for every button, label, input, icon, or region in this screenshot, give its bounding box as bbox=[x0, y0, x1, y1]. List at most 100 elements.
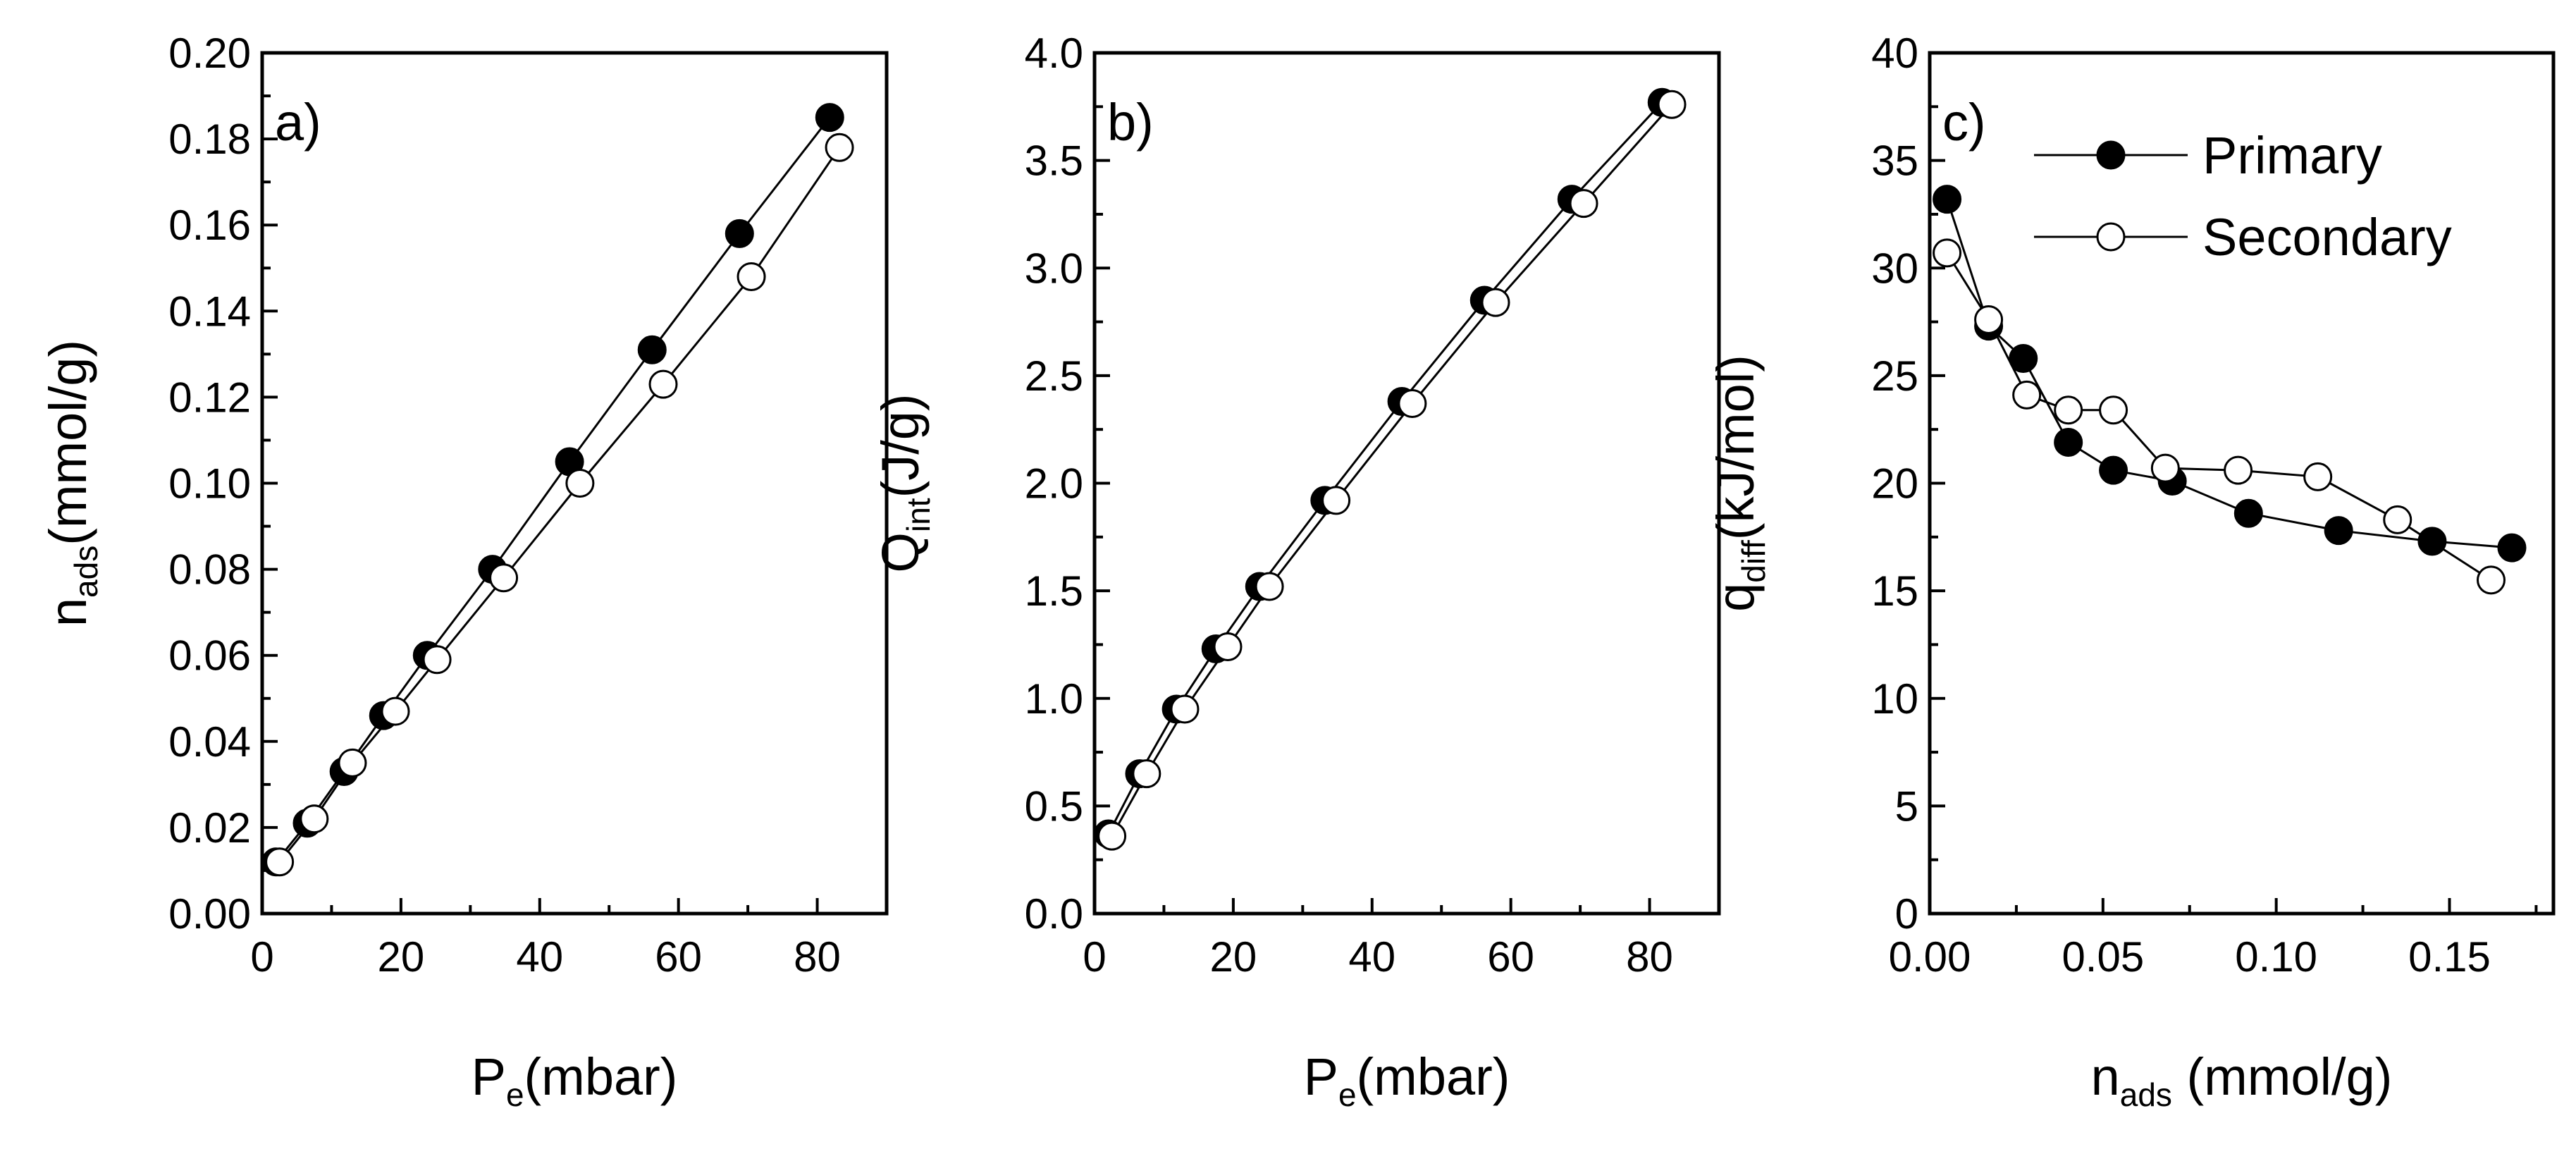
y-tick-label: 0.02 bbox=[168, 804, 251, 852]
series-line bbox=[1946, 199, 2513, 549]
data-point bbox=[2099, 455, 2128, 485]
y-tick-label: 20 bbox=[1871, 460, 1918, 508]
x-tick-label: 0 bbox=[1083, 933, 1106, 981]
panel-tag: a) bbox=[275, 93, 321, 152]
panel-tag: b) bbox=[1107, 93, 1154, 152]
y-axis-label-base: n bbox=[39, 598, 97, 627]
data-point bbox=[2150, 453, 2180, 483]
x-tick-label: 60 bbox=[655, 933, 702, 981]
data-point bbox=[338, 748, 367, 778]
legend-marker bbox=[2096, 140, 2126, 170]
y-tick-label: 35 bbox=[1871, 137, 1918, 185]
legend-marker bbox=[2096, 222, 2126, 252]
series-line bbox=[278, 147, 841, 863]
data-point bbox=[489, 563, 519, 593]
y-axis-label-subscript: int bbox=[900, 498, 937, 532]
y-tick-label: 0.00 bbox=[168, 890, 251, 938]
data-point bbox=[1213, 632, 1243, 661]
y-tick-label: 10 bbox=[1871, 675, 1918, 723]
data-point bbox=[2054, 428, 2083, 457]
data-point bbox=[565, 469, 595, 498]
y-tick-label: 2.5 bbox=[1025, 352, 1083, 400]
x-tick-label: 40 bbox=[516, 933, 563, 981]
series-line bbox=[1107, 102, 1663, 835]
x-tick-label: 0 bbox=[250, 933, 273, 981]
x-tick-label: 0.00 bbox=[1889, 933, 1971, 981]
legend-label: Primary bbox=[2202, 126, 2382, 185]
data-point bbox=[422, 645, 452, 675]
y-tick-label: 5 bbox=[1895, 782, 1918, 830]
data-point bbox=[1933, 185, 1962, 214]
data-point bbox=[1170, 694, 1200, 724]
data-point bbox=[2497, 533, 2527, 563]
data-point bbox=[1569, 189, 1598, 219]
data-point bbox=[2477, 565, 2506, 595]
y-axis-label: qdiff(kJ/mol) bbox=[1706, 355, 1772, 612]
y-tick-label: 30 bbox=[1871, 245, 1918, 292]
data-point bbox=[300, 804, 329, 834]
x-axis-label: nads (mmol/g) bbox=[2091, 1047, 2393, 1113]
y-tick-label: 0.08 bbox=[168, 546, 251, 594]
y-tick-label: 40 bbox=[1871, 30, 1918, 77]
y-tick-label: 25 bbox=[1871, 352, 1918, 400]
y-tick-label: 2.0 bbox=[1025, 460, 1083, 508]
series-line bbox=[275, 116, 831, 863]
data-point bbox=[1657, 90, 1687, 119]
x-axis-label-unit: (mbar) bbox=[1357, 1047, 1510, 1106]
y-axis-label-unit: (J/g) bbox=[871, 393, 930, 498]
x-axis-label: Pe(mbar) bbox=[472, 1047, 678, 1113]
y-axis-label-subscript: ads bbox=[68, 546, 104, 598]
series-line bbox=[1111, 104, 1673, 837]
data-point bbox=[2324, 516, 2353, 546]
x-axis-label-base: n bbox=[2091, 1047, 2120, 1106]
y-tick-label: 0.10 bbox=[168, 460, 251, 508]
data-point bbox=[381, 696, 410, 726]
y-axis-label-subscript: diff bbox=[1735, 540, 1772, 583]
x-tick-label: 80 bbox=[794, 933, 841, 981]
data-point bbox=[2054, 395, 2083, 425]
data-point bbox=[2009, 343, 2038, 373]
panel-tag: c) bbox=[1942, 93, 1986, 152]
y-axis-label-base: q bbox=[1706, 583, 1765, 612]
data-point bbox=[2303, 462, 2333, 491]
data-point bbox=[648, 369, 678, 399]
data-point bbox=[637, 335, 667, 364]
data-point bbox=[265, 847, 295, 877]
y-axis-label-unit: (kJ/mol) bbox=[1706, 355, 1765, 540]
data-point bbox=[1255, 572, 1284, 601]
data-point bbox=[2099, 395, 2128, 425]
panel-3: 0 5 10 15 20 25 30 35 40 0.00 0.05 0.10 0.15 c) nads (… bbox=[1706, 30, 2556, 1113]
data-point bbox=[2012, 380, 2042, 410]
x-tick-label: 0.10 bbox=[2235, 933, 2317, 981]
plot-frame bbox=[1092, 51, 1721, 916]
y-tick-label: 0.16 bbox=[168, 202, 251, 249]
legend: Primary Secondary bbox=[2034, 126, 2452, 266]
y-tick-label: 15 bbox=[1871, 567, 1918, 615]
y-tick-label: 1.0 bbox=[1025, 675, 1083, 723]
data-point bbox=[1974, 305, 2004, 335]
y-tick-label: 0.14 bbox=[168, 288, 251, 335]
data-point bbox=[725, 219, 754, 248]
x-axis-label-unit: (mbar) bbox=[524, 1047, 678, 1106]
x-tick-label: 80 bbox=[1626, 933, 1673, 981]
data-point bbox=[2233, 498, 2263, 528]
data-point bbox=[1398, 389, 1427, 419]
x-tick-label: 0.05 bbox=[2062, 933, 2144, 981]
series-secondary bbox=[265, 133, 854, 877]
x-axis-label-subscript: ads bbox=[2120, 1076, 2172, 1113]
series-secondary bbox=[1933, 238, 2506, 595]
panel-1: 0.00 0.02 0.04 0.06 0.08 0.10 0.12 0.14 0.16 0.18… bbox=[39, 30, 889, 1113]
y-tick-label: 0.0 bbox=[1025, 890, 1083, 938]
series-line bbox=[1946, 252, 2492, 582]
y-tick-label: 0 bbox=[1895, 890, 1918, 938]
y-tick-label: 1.5 bbox=[1025, 567, 1083, 615]
y-axis-label-unit: (mmol/g) bbox=[39, 340, 97, 546]
y-tick-label: 0.12 bbox=[168, 374, 251, 421]
y-tick-label: 0.5 bbox=[1025, 782, 1083, 830]
data-point bbox=[737, 262, 766, 291]
y-tick-label: 4.0 bbox=[1025, 30, 1083, 77]
x-tick-label: 20 bbox=[1210, 933, 1257, 981]
y-tick-label: 0.18 bbox=[168, 116, 251, 163]
data-point bbox=[2383, 505, 2412, 534]
